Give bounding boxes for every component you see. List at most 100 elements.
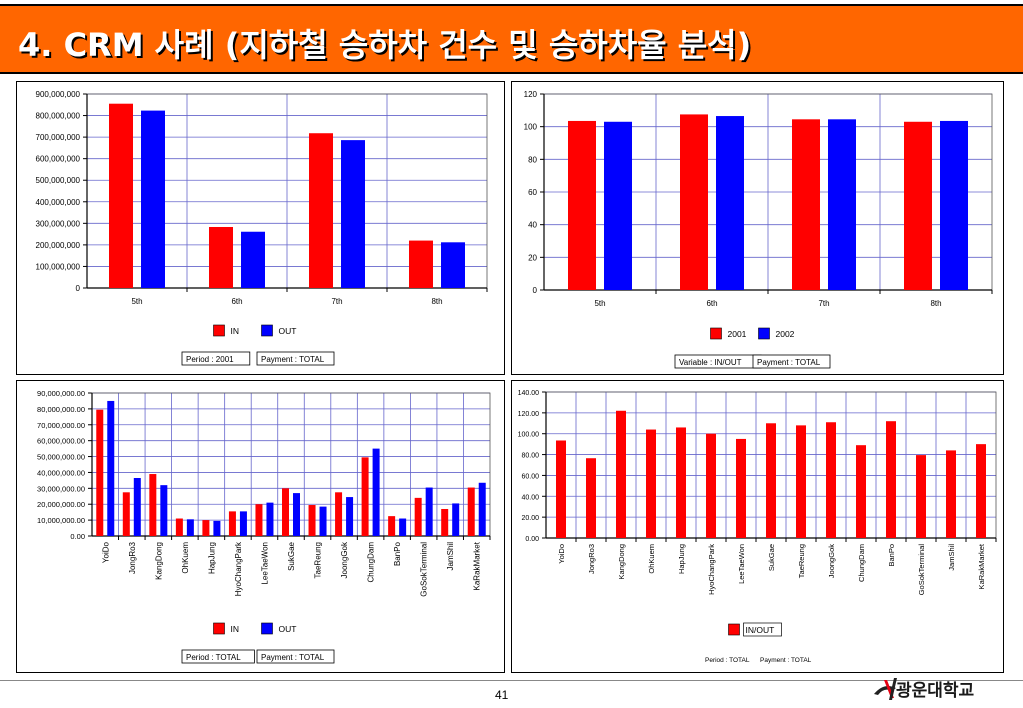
- footer-line: [0, 680, 1023, 681]
- title-bar: 4. CRM 사례 (지하철 승하차 건수 및 승하차율 분석): [0, 4, 1023, 74]
- legend: IN/OUT: [728, 622, 782, 637]
- x-tick-label: SukGae: [767, 544, 776, 571]
- bar-in-out-banpo: [886, 421, 896, 538]
- bar-in-out-chungdam: [856, 445, 866, 538]
- x-tick-label: HyoChangPark: [234, 541, 243, 596]
- x-tick-label: HapJung: [677, 544, 686, 574]
- x-tick-label: KaRakMarket: [473, 541, 482, 590]
- y-tick-label: 10,000,000.00: [37, 516, 85, 525]
- legend-swatch: [758, 327, 770, 340]
- bar-in-banpo: [388, 516, 396, 536]
- y-tick-label: 0: [76, 284, 81, 293]
- y-tick-label: 300,000,000: [36, 219, 81, 228]
- page-number: 41: [495, 688, 509, 702]
- legend-swatch: [261, 324, 273, 337]
- legend: IN OUT: [213, 622, 297, 635]
- footer-box: [256, 351, 335, 366]
- bar-out-5th: [141, 110, 165, 288]
- x-tick-label: GoSokTerminal: [420, 542, 429, 597]
- y-tick-label: 0.00: [70, 532, 85, 541]
- footer-label: Period : TOTAL: [705, 657, 750, 664]
- x-tick-label: OhKuem: [181, 542, 190, 574]
- bar-in-leetaewon: [255, 504, 263, 536]
- y-tick-label: 70,000,000.00: [37, 421, 85, 430]
- y-tick-label: 100,000,000: [36, 262, 81, 271]
- x-tick-label: ChungDam: [367, 542, 376, 583]
- y-tick-label: 600,000,000: [36, 155, 81, 164]
- bar-in-out-sukgae: [766, 423, 776, 538]
- x-tick-label: ChungDam: [857, 544, 866, 582]
- y-tick-label: 40: [528, 221, 537, 230]
- bar-in-6th: [209, 226, 233, 288]
- y-tick-label: 500,000,000: [36, 176, 81, 185]
- bar-in-out-karakmarket: [976, 444, 986, 538]
- x-tick-label: BanPo: [887, 544, 896, 567]
- x-tick-label: HyoChangPark: [707, 544, 716, 595]
- x-tick-label: JongRo3: [587, 544, 596, 574]
- x-tick-label: JoongGok: [827, 544, 836, 578]
- x-tick-label: 8th: [930, 299, 941, 308]
- bar-2001-5th: [568, 120, 596, 290]
- y-tick-label: 60: [528, 188, 537, 197]
- footer-box: [181, 649, 255, 664]
- bar-in-out-leetaewon: [736, 438, 746, 538]
- footer-label: Period : 2001: [186, 355, 234, 364]
- bar-out-ohkuem: [186, 519, 194, 536]
- x-tick-label: OhKuem: [647, 544, 656, 574]
- bar-out-jongro3: [133, 478, 141, 536]
- bar-in-hyochangpark: [228, 511, 236, 536]
- y-tick-label: 60,000,000.00: [37, 437, 85, 446]
- bar-in-out-jamshil: [946, 450, 956, 538]
- bar-in-out-jongro3: [586, 458, 596, 538]
- bar-in-5th: [109, 103, 133, 288]
- chart-svg: 0 20 40 60 80 100 120 5th 6th 7th 8th 2001 2002 Varia…: [524, 90, 993, 369]
- bar-out-karakmarket: [478, 482, 486, 536]
- chart-svg: 0 100,000,000 200,000,000 300,000,000 400,00…: [36, 90, 488, 366]
- x-tick-label: HapJung: [207, 542, 216, 574]
- legend-swatch: [710, 327, 722, 340]
- x-tick-label: KaRakMarket: [977, 543, 986, 589]
- bar-out-sukgae: [293, 493, 300, 536]
- bar-out-chungdam: [372, 448, 380, 536]
- x-tick-label: 7th: [818, 299, 829, 308]
- y-tick-label: 40,000,000.00: [37, 468, 85, 477]
- bar-in-hapjung: [202, 520, 210, 536]
- x-tick-label: JongRo3: [128, 541, 137, 574]
- footer-label: Payment : TOTAL: [760, 657, 812, 664]
- bar-in-ohkuem: [175, 518, 183, 536]
- bar-in-out-yoido: [556, 440, 566, 538]
- bar-in-jamshil: [441, 508, 449, 536]
- legend-label-box: [743, 622, 782, 637]
- bar-2001-8th: [904, 121, 932, 290]
- bar-2001-6th: [680, 114, 708, 290]
- x-tick-label: 6th: [231, 297, 242, 306]
- bar-in-out-hyochangpark: [706, 433, 716, 538]
- footer-label: Payment : TOTAL: [261, 653, 325, 662]
- y-tick-label: 30,000,000.00: [37, 484, 85, 493]
- legend-label: 2001: [728, 329, 747, 339]
- footer-label: Payment : TOTAL: [261, 355, 325, 364]
- chart-svg: 0.00 20.00 40.00 60.00 80.00 100.00 120.00 140.…: [518, 390, 997, 664]
- y-tick-label: 50,000,000.00: [37, 453, 85, 462]
- bar-in-joonggok: [335, 492, 343, 536]
- bar-out-yoido: [107, 400, 115, 536]
- x-tick-label: TaeReung: [314, 542, 323, 578]
- bar-in-out-hapjung: [676, 427, 686, 538]
- x-tick-label: 5th: [594, 299, 605, 308]
- slide-title: 4. CRM 사례 (지하철 승하차 건수 및 승하차율 분석): [18, 26, 752, 64]
- bar-out-leetaewon: [266, 502, 274, 536]
- y-tick-label: 80: [528, 155, 537, 164]
- bar-in-out-joonggok: [826, 422, 836, 538]
- y-tick-label: 200,000,000: [36, 241, 81, 250]
- y-tick-label: 40.00: [521, 494, 539, 501]
- bar-out-6th: [241, 231, 265, 288]
- footer-box: [181, 351, 251, 366]
- bar-in-gosokterminal: [414, 497, 422, 536]
- x-tick-label: TaeReung: [797, 544, 806, 578]
- y-tick-label: 20: [528, 253, 537, 262]
- bar-out-taereung: [319, 506, 327, 536]
- legend-label: 2002: [776, 329, 795, 339]
- y-tick-label: 60.00: [521, 473, 539, 480]
- legend-label: IN: [231, 624, 240, 634]
- legend-label: OUT: [279, 624, 297, 634]
